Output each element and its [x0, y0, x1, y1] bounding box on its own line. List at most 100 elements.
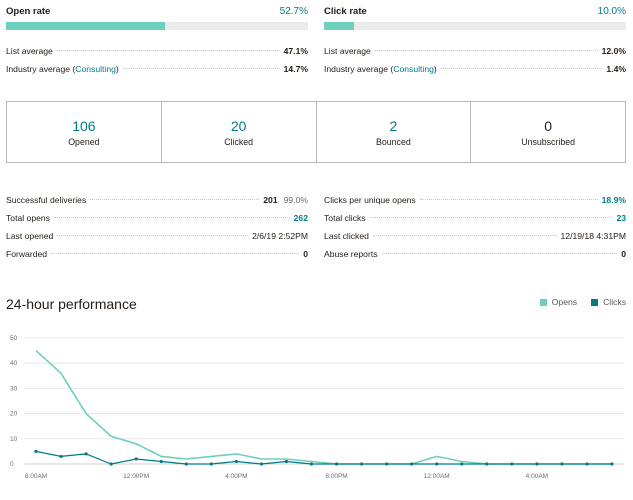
- click-rate-bar: [324, 22, 626, 30]
- forwarded-label: Forwarded: [6, 249, 48, 259]
- x-tick-label-4: 12:00PM: [123, 473, 149, 480]
- x-tick-label-0: 8:00AM: [25, 473, 47, 480]
- last-clicked-row: Last clicked 12/19/18 4:31PM: [324, 227, 626, 245]
- total-clicks-label: Total clicks: [324, 213, 366, 223]
- open-list-average-value: 47.1%: [283, 46, 308, 56]
- total-opens-label: Total opens: [6, 213, 50, 223]
- delivery-details: Successful deliveries 201 99.0% Total op…: [6, 191, 308, 263]
- clicks-point-9: [259, 462, 263, 466]
- dotted-leader: [51, 253, 300, 254]
- legend-clicks-label: Clicks: [603, 297, 626, 307]
- clicks-point-2: [84, 452, 88, 456]
- clicks-point-19: [510, 462, 514, 466]
- successful-deliveries-value: 201: [263, 195, 278, 205]
- total-clicks-row: Total clicks 23: [324, 209, 626, 227]
- dotted-leader: [90, 199, 260, 200]
- click-details: Clicks per unique opens 18.9% Total clic…: [324, 191, 626, 263]
- stat-unsubscribed: 0 Unsubscribed: [471, 102, 625, 162]
- stat-opened-label: Opened: [68, 136, 100, 147]
- click-industry-link[interactable]: Consulting: [393, 64, 434, 74]
- series-line-opens: [35, 350, 612, 465]
- dotted-leader: [372, 235, 557, 236]
- y-tick-label-20: 20: [10, 411, 18, 418]
- stat-clicked-value: 20: [230, 117, 247, 134]
- clicks-point-1: [59, 454, 63, 459]
- y-tick-label-10: 10: [10, 436, 18, 443]
- legend-opens[interactable]: Opens: [539, 297, 577, 307]
- click-list-average-value: 12.0%: [601, 46, 626, 56]
- successful-deliveries-row: Successful deliveries 201 99.0%: [6, 191, 308, 209]
- stat-clicked[interactable]: 20 Clicked: [162, 102, 317, 162]
- stats-summary: 106 Opened 20 Clicked 2 Bounced 0 Unsubs…: [6, 101, 626, 163]
- click-industry-suffix: ): [433, 64, 437, 74]
- dotted-leader: [440, 68, 603, 69]
- open-industry-prefix: Industry average (: [6, 64, 76, 74]
- series-line-clicks: [35, 450, 612, 465]
- y-tick-label-30: 30: [10, 385, 18, 392]
- performance-title: 24-hour performance: [6, 296, 137, 312]
- dotted-leader: [381, 253, 618, 254]
- clicks-point-12: [334, 462, 339, 466]
- click-industry-average-value: 1.4%: [606, 64, 626, 74]
- clicks-point-10: [284, 459, 289, 464]
- dotted-leader: [374, 50, 598, 51]
- total-opens-row: Total opens 262: [6, 209, 308, 227]
- open-list-average-row: List average 47.1%: [6, 42, 308, 60]
- stat-bounced-value: 2: [389, 117, 398, 134]
- clicks-point-15: [410, 462, 414, 466]
- open-rate-value: 52.7%: [279, 6, 308, 17]
- clicks-per-unique-opens-value: 18.9%: [601, 195, 626, 205]
- clicks-point-21: [560, 462, 564, 466]
- y-tick-label-40: 40: [10, 360, 18, 367]
- performance-chart: 0 10 20 30 40 50 8:00AM 12:00PM 4:00PM 8:00PM 12:0…: [10, 335, 624, 480]
- open-industry-link[interactable]: Consulting: [75, 64, 116, 74]
- last-clicked-label: Last clicked: [324, 231, 369, 241]
- stat-bounced-label: Bounced: [376, 136, 411, 147]
- click-rate-bar-fill: [324, 22, 355, 30]
- dotted-leader: [53, 217, 290, 218]
- dotted-leader: [56, 50, 280, 51]
- x-tick-label-16: 12:00AM: [424, 473, 450, 480]
- open-industry-average-row: Industry average (Consulting) 14.7%: [6, 60, 308, 78]
- open-industry-average-value: 14.7%: [283, 64, 308, 74]
- open-rate-bar: [6, 22, 308, 30]
- stat-opened[interactable]: 106 Opened: [7, 102, 162, 162]
- clicks-point-18: [485, 462, 489, 466]
- y-tick-label-0: 0: [10, 461, 14, 468]
- click-list-average-row: List average 12.0%: [324, 42, 626, 60]
- stat-clicked-label: Clicked: [224, 136, 254, 147]
- legend-clicks[interactable]: Clicks: [591, 297, 626, 307]
- click-rate-label: Click rate: [324, 6, 367, 17]
- open-industry-suffix: ): [115, 64, 119, 74]
- dotted-leader: [57, 235, 249, 236]
- legend-opens-swatch: [539, 298, 547, 306]
- clicks-per-unique-opens-row: Clicks per unique opens 18.9%: [324, 191, 626, 209]
- open-rate-bar-fill: [6, 22, 166, 30]
- total-opens-value[interactable]: 262: [293, 213, 308, 223]
- x-tick-label-8: 4:00PM: [225, 473, 247, 480]
- click-rate-value: 10.0%: [597, 6, 626, 17]
- abuse-reports-value: 0: [621, 249, 626, 259]
- last-opened-row: Last opened 2/6/19 2:52PM: [6, 227, 308, 245]
- last-opened-label: Last opened: [6, 231, 54, 241]
- stat-unsubscribed-value: 0: [544, 117, 553, 134]
- clicks-point-0: [34, 449, 38, 453]
- clicks-point-20: [535, 462, 539, 466]
- open-rate-label: Open rate: [6, 6, 51, 17]
- chart-legend: Opens Clicks: [526, 297, 626, 307]
- abuse-reports-label: Abuse reports: [324, 249, 378, 259]
- x-tick-label-20: 4:00AM: [526, 473, 548, 480]
- click-industry-prefix: Industry average (: [324, 64, 394, 74]
- open-list-average-label: List average: [6, 46, 53, 56]
- last-opened-value: 2/6/19 2:52PM: [252, 231, 308, 241]
- open-rate-panel: Open rate 52.7% List average 47.1% Indus…: [6, 6, 308, 78]
- last-clicked-value: 12/19/18 4:31PM: [560, 231, 626, 241]
- click-list-average-label: List average: [324, 46, 371, 56]
- y-tick-label-50: 50: [10, 335, 18, 342]
- total-clicks-value[interactable]: 23: [616, 213, 626, 223]
- click-industry-average-row: Industry average (Consulting) 1.4%: [324, 60, 626, 78]
- legend-clicks-swatch: [591, 298, 599, 306]
- successful-deliveries-label: Successful deliveries: [6, 195, 87, 205]
- clicks-point-5: [159, 459, 163, 464]
- stat-bounced[interactable]: 2 Bounced: [317, 102, 472, 162]
